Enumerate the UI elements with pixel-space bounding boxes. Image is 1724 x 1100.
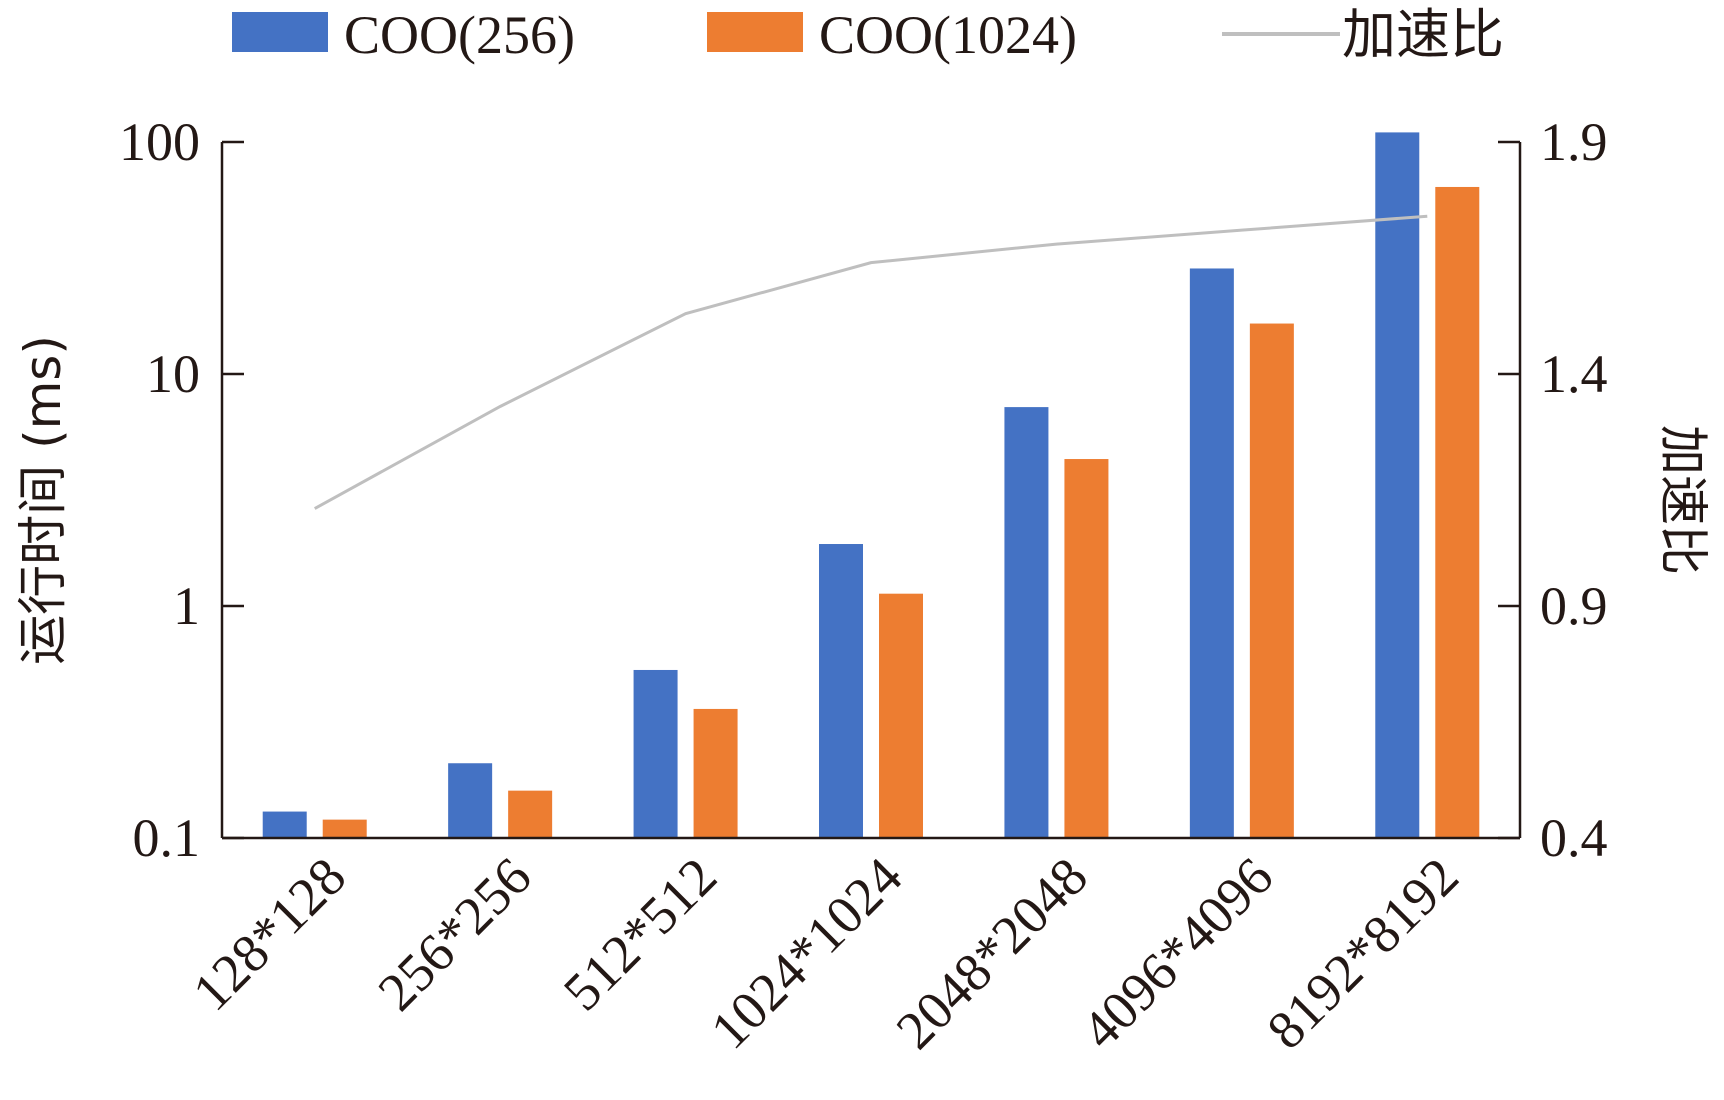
bar-coo-1024-0	[322, 819, 367, 838]
bar-group	[262, 132, 1480, 839]
bar-coo-256-1	[448, 763, 493, 838]
bar-coo-256-2	[633, 669, 678, 838]
left-tick-label: 100	[119, 112, 200, 172]
x-tick-label: 8192*8192	[1256, 846, 1470, 1060]
bar-coo-1024-3	[879, 593, 923, 838]
left-tick-label: 10	[146, 344, 200, 404]
left-tick-label: 1	[173, 576, 200, 636]
line-series-group	[313, 214, 1428, 510]
bar-coo-256-6	[1375, 132, 1420, 838]
bar-coo-1024-2	[693, 708, 738, 838]
right-tick-label: 1.9	[1540, 112, 1608, 172]
x-tick-label: 2048*2048	[885, 846, 1099, 1060]
legend-label-coo-1024: COO(1024)	[819, 5, 1077, 65]
x-tick-label: 1024*1024	[699, 846, 913, 1060]
bar-coo-1024-6	[1435, 186, 1480, 838]
axes	[220, 142, 1522, 840]
right-tick-label: 1.4	[1540, 344, 1608, 404]
bar-coo-1024-4	[1064, 459, 1109, 838]
left-tick-label: 0.1	[133, 808, 201, 868]
speedup-line	[313, 214, 1428, 510]
x-tick-label: 4096*4096	[1070, 846, 1284, 1060]
legend-swatch-coo-1024	[707, 12, 803, 52]
right-tick-label: 0.4	[1540, 808, 1608, 868]
bar-coo-256-5	[1189, 268, 1234, 839]
bar-coo-256-0	[262, 811, 307, 838]
bar-coo-256-3	[819, 544, 863, 838]
legend-swatch-coo-256	[232, 12, 328, 52]
right-tick-label: 0.9	[1540, 576, 1608, 636]
x-tick-label: 512*512	[552, 846, 728, 1022]
right-axis-title: 加速比	[1654, 425, 1712, 575]
right-axis-ticks: 0.4 0.9 1.4 1.9	[1498, 112, 1608, 868]
bar-coo-256-4	[1004, 407, 1049, 838]
legend-label-coo-256: COO(256)	[344, 5, 575, 65]
x-tick-label: 256*256	[367, 846, 543, 1022]
left-axis-ticks: 0.1 1 10 100	[119, 112, 244, 868]
left-axis-title: 运行时间 (ms)	[14, 335, 72, 665]
bar-coo-1024-5	[1249, 323, 1294, 839]
x-tick-label: 128*128	[181, 846, 357, 1022]
bar-coo-1024-1	[508, 790, 553, 838]
legend-label-speedup: 加速比	[1342, 3, 1504, 66]
category-labels: 128*128 256*256 512*5121024*10242048*20484…	[181, 846, 1470, 1060]
legend: COO(256) COO(1024) 加速比	[232, 3, 1504, 66]
